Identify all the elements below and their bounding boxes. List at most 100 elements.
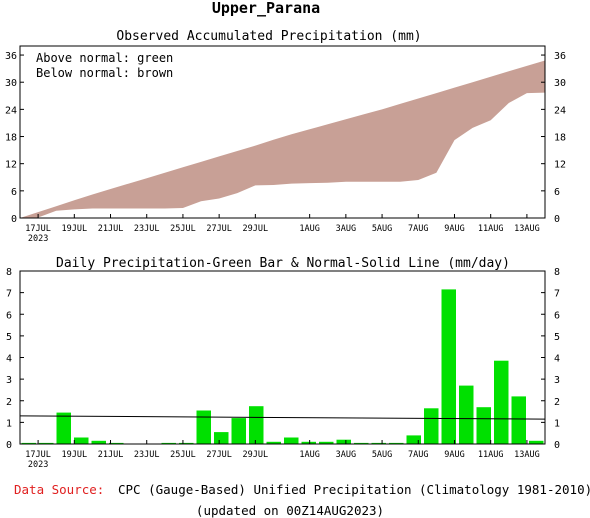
bottom-xtick-label: 19JUL: [62, 450, 88, 460]
precip-bar: [249, 406, 264, 444]
top-xtick-label: 25JUL: [170, 224, 196, 234]
bottom-ytick-label-left: 4: [6, 354, 12, 365]
main-title: Upper_Parana: [212, 0, 320, 17]
top-xtick-label: 1AUG: [299, 224, 319, 234]
precip-bar: [179, 442, 194, 444]
top-ytick-label-right: 24: [554, 105, 566, 116]
precip-bar: [266, 441, 281, 444]
precip-bar: [389, 442, 404, 444]
top-ytick-label-left: 18: [5, 133, 17, 144]
bottom-ytick-label-left: 8: [6, 267, 12, 278]
precip-bar: [371, 442, 386, 444]
below-normal-area: [20, 60, 545, 218]
precip-bar: [476, 407, 491, 444]
bottom-ytick-label-right: 6: [554, 310, 560, 321]
normal-line: [19, 415, 546, 420]
bottom-xtick-label: 5AUG: [372, 450, 392, 460]
top-axes: 0 0 6 6 12 12 18 18 24 24 30 30 36 36 17JUL 19JUL 21JUL 2…: [5, 51, 566, 244]
top-ytick-label-right: 36: [554, 51, 566, 62]
precip-bar: [494, 360, 509, 444]
precip-bar: [354, 442, 369, 444]
bottom-xtick-label: 9AUG: [444, 450, 464, 460]
updated-timestamp: (updated on 00Z14AUG2023): [196, 503, 384, 518]
top-ytick-label-left: 6: [11, 187, 17, 198]
top-ytick-label-right: 12: [554, 160, 566, 171]
data-source-label: Data Source:: [14, 482, 104, 497]
top-ytick-label-right: 18: [554, 133, 566, 144]
bottom-year-label: 2023: [28, 460, 48, 470]
daily-precipitation-plot: [19, 289, 546, 444]
bottom-ytick-label-left: 7: [6, 289, 12, 300]
bottom-xtick-label: 7AUG: [408, 450, 428, 460]
top-ytick-label-right: 30: [554, 78, 566, 89]
bottom-ytick-label-left: 5: [6, 332, 12, 343]
bottom-xtick-label: 25JUL: [170, 450, 196, 460]
bottom-ytick-label-right: 3: [554, 375, 560, 386]
precip-bar: [319, 441, 334, 444]
precip-bar: [91, 440, 106, 444]
accumulated-precipitation-plot: [20, 60, 545, 218]
bottom-xtick-label: 11AUG: [478, 450, 504, 460]
legend-below-normal: Below normal: brown: [36, 66, 173, 80]
bottom-xtick-label: 29JUL: [243, 450, 269, 460]
precip-bar: [336, 439, 351, 444]
precip-bar: [74, 437, 89, 444]
top-xtick-label: 23JUL: [134, 224, 160, 234]
bottom-xtick-label: 1AUG: [299, 450, 319, 460]
precip-bar: [161, 442, 176, 444]
bottom-ytick-label-left: 6: [6, 310, 12, 321]
precip-bar: [441, 289, 456, 444]
top-xtick-label: 17JUL: [25, 224, 51, 234]
top-ytick-label-right: 6: [554, 187, 560, 198]
bottom-ytick-label-right: 0: [554, 440, 560, 451]
precip-bar: [39, 442, 54, 444]
top-xtick-label: 9AUG: [444, 224, 464, 234]
top-ytick-label-right: 0: [554, 214, 560, 225]
bottom-ytick-label-left: 1: [6, 418, 12, 429]
bottom-xtick-label: 3AUG: [336, 450, 356, 460]
precip-bar: [21, 442, 36, 444]
precip-bar: [56, 412, 71, 444]
bottom-ytick-label-right: 4: [554, 354, 560, 365]
legend-above-normal: Above normal: green: [36, 51, 173, 65]
precip-bar: [109, 442, 124, 444]
data-source-text: CPC (Gauge-Based) Unified Precipitation …: [118, 482, 590, 497]
bottom-axes: 0 0 1 1 2 2 3 3 4 4 5 5 6 6 7 7 8 8 17JUL 19JUL 21JUL 23JUL 25…: [6, 267, 560, 470]
top-panel-title: Observed Accumulated Precipitation (mm): [116, 29, 421, 44]
top-ytick-label-left: 30: [5, 78, 17, 89]
top-ytick-label-left: 0: [11, 214, 17, 225]
bottom-ytick-label-right: 5: [554, 332, 560, 343]
precip-bar: [406, 435, 421, 444]
bottom-ytick-label-left: 3: [6, 375, 12, 386]
top-xtick-label: 3AUG: [336, 224, 356, 234]
bottom-xtick-label: 13AUG: [514, 450, 540, 460]
bottom-xtick-label: 27JUL: [206, 450, 232, 460]
top-year-label: 2023: [28, 234, 48, 244]
bottom-ytick-label-left: 0: [6, 440, 12, 451]
top-ytick-label-left: 12: [5, 160, 17, 171]
top-xtick-label: 21JUL: [98, 224, 124, 234]
precip-bar: [196, 410, 211, 444]
precip-bar: [529, 440, 544, 444]
bottom-xtick-label: 23JUL: [134, 450, 160, 460]
precip-bar: [284, 437, 299, 444]
top-xtick-label: 27JUL: [206, 224, 232, 234]
precip-bar: [459, 385, 474, 444]
precip-bar: [424, 408, 439, 444]
top-ytick-label-left: 36: [5, 51, 17, 62]
bottom-ytick-label-right: 8: [554, 267, 560, 278]
top-xtick-label: 29JUL: [243, 224, 269, 234]
bottom-ytick-label-right: 1: [554, 418, 560, 429]
top-xtick-label: 19JUL: [62, 224, 88, 234]
precip-bar: [214, 432, 229, 444]
precip-bar: [301, 441, 316, 444]
bottom-ytick-label-left: 2: [6, 397, 12, 408]
top-xtick-label: 7AUG: [408, 224, 428, 234]
bottom-ytick-label-right: 2: [554, 397, 560, 408]
bottom-ytick-label-right: 7: [554, 289, 560, 300]
top-xtick-label: 5AUG: [372, 224, 392, 234]
bottom-panel-title: Daily Precipitation-Green Bar & Normal-S…: [56, 256, 510, 271]
top-xtick-label: 11AUG: [478, 224, 504, 234]
bottom-xtick-label: 17JUL: [25, 450, 51, 460]
